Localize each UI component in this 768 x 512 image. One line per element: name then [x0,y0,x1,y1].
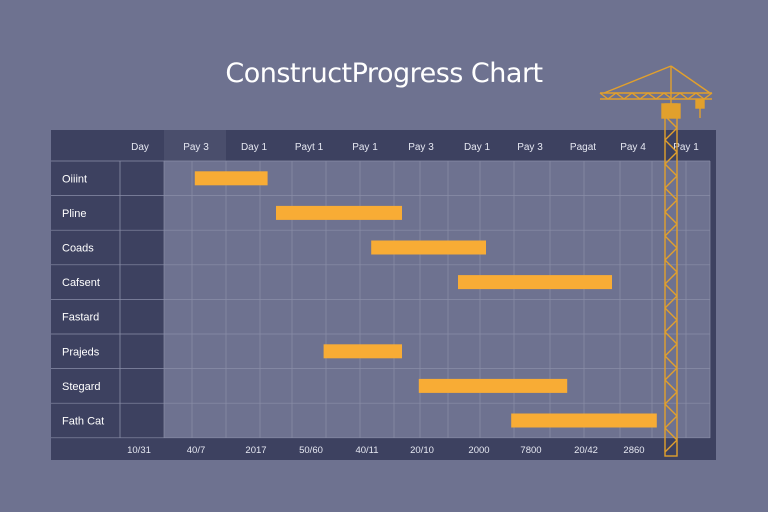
highlight-header-cell [164,130,226,161]
crane-cab [661,103,681,119]
footer-row: 10/31 40/7 2017 50/60 40/11 20/10 2000 7800 20/4… [127,445,644,456]
header-label: Pagat [570,142,596,153]
header-label: Payt 1 [295,142,324,153]
task-label: Oiiint [62,173,87,185]
chart-title: ConstructProgress Chart [225,58,543,89]
crane-tie-left [603,65,672,94]
header-label: Day 1 [241,142,268,153]
task-bar [323,344,402,359]
header-label: Pay 1 [352,142,378,153]
footer-label: 40/7 [187,445,206,456]
task-rows: Oiiint Pline Coads Cafsent Fastard Prajeds Ste… [62,173,104,427]
task-label: Fastard [62,312,99,324]
footer-label: 40/11 [355,445,378,456]
footer-label: 50/60 [299,445,323,456]
task-bar [458,275,612,290]
task-bar [418,378,568,393]
header-label: Pay 4 [620,142,646,153]
header-label: Day 1 [464,142,491,153]
task-label: Prajeds [62,346,100,358]
crane-mast-lattice [664,115,678,453]
header-label: Day [131,142,149,153]
task-bars [194,171,657,428]
task-bar [276,205,402,220]
footer-label: 7800 [520,445,541,456]
task-label: Cafsent [62,277,100,289]
crane-icon [599,65,713,457]
footer-label: 20/10 [410,445,434,456]
footer-label: 2000 [468,445,489,456]
task-label: Coads [62,243,94,255]
task-label: Stegard [62,381,101,393]
task-label: Pline [62,208,86,220]
header-label: Pay 3 [183,142,209,153]
task-bar [511,413,657,428]
header-label: Pay 1 [673,142,699,153]
crane-hook [695,99,705,109]
crane-tie-right [670,65,711,94]
task-bar [371,240,486,255]
footer-label: 10/31 [127,445,151,456]
footer-label: 2017 [245,445,266,456]
crane-jib-lattice [599,92,713,100]
footer-label: 20/42 [574,445,598,456]
task-label: Fath Cat [62,416,104,428]
header-label: Pay 3 [408,142,434,153]
footer-label: 2860 [623,445,644,456]
header-row: Day Pay 3 Day 1 Payt 1 Pay 1 Pay 3 Day 1 Pay 3 P… [131,142,699,153]
task-bar [194,171,268,186]
header-label: Pay 3 [517,142,543,153]
